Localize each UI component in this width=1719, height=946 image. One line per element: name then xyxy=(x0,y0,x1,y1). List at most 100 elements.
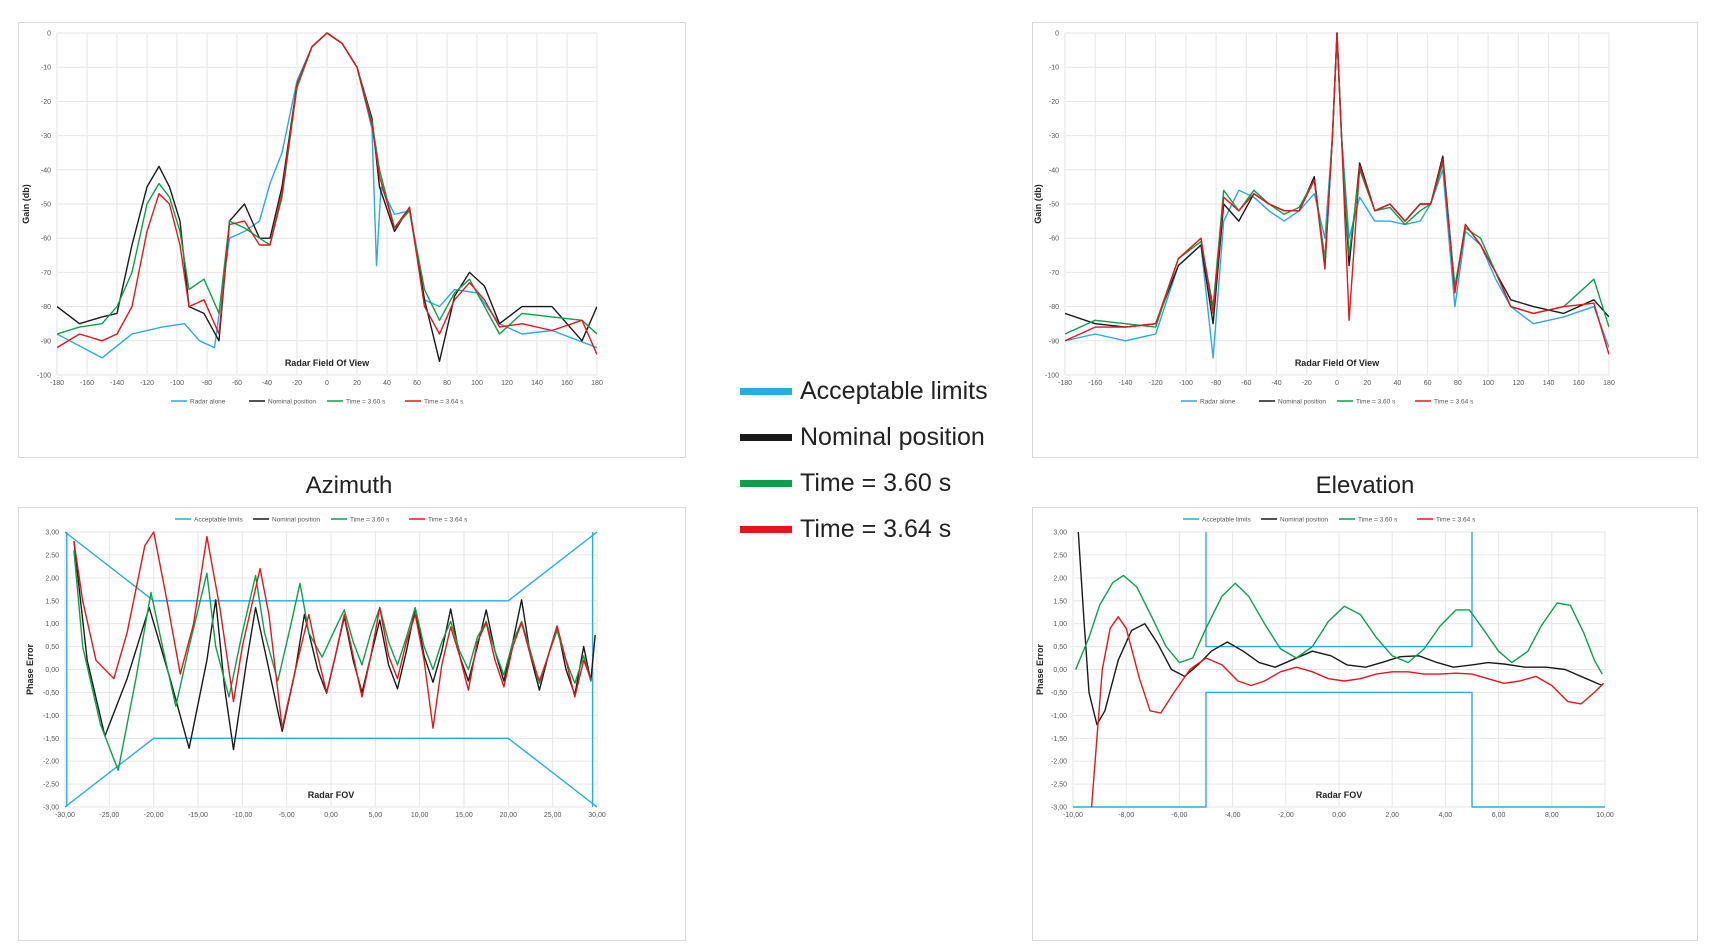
y-tick-label: 2,50 xyxy=(1053,552,1067,559)
elevation-gain-plot: -180 -160 -140 -120 -100 -80 -60 -40 -20 0 20 40 60 8… xyxy=(1033,31,1615,406)
y-tick-label: -3,00 xyxy=(1051,805,1067,812)
x-tick-label: 180 xyxy=(1603,380,1615,387)
x-tick-label: -120 xyxy=(140,380,154,387)
azimuth-gain-chart: -180 -160 -140 -120 -100 -80 -60 -40 -20 0 20 40 60 8… xyxy=(18,22,686,458)
elevation-phase-plot: -10,00 -8,00 -6,00 -4,00 -2,00 0,00 2,00 4,00 6,… xyxy=(1035,517,1614,820)
y-tick-label: -2,00 xyxy=(1051,759,1067,766)
legend-label: Time = 3.60 s xyxy=(800,468,952,497)
chart-legend-label: Time = 3.64 s xyxy=(428,517,468,524)
x-tick-label: -5,00 xyxy=(279,812,295,819)
x-tick-label: 60 xyxy=(413,380,421,387)
y-tick-label: 1,00 xyxy=(45,621,59,628)
y-tick-label: -40 xyxy=(41,167,51,174)
x-tick-label: 20 xyxy=(1363,380,1371,387)
chart-legend-label: Radar alone xyxy=(1200,399,1236,406)
y-tick-label: -1,50 xyxy=(43,736,59,743)
x-tick-label: -40 xyxy=(262,380,272,387)
x-tick-label: 60 xyxy=(1424,380,1432,387)
x-tick-label: -140 xyxy=(1118,380,1132,387)
y-tick-label: -10 xyxy=(41,65,51,72)
x-tick-label: -180 xyxy=(50,380,64,387)
chart-legend-label: Nominal position xyxy=(1278,399,1326,406)
x-tick-label: -2,00 xyxy=(1278,812,1294,819)
x-tick-label: -100 xyxy=(1179,380,1193,387)
x-axis-label: Radar FOV xyxy=(1316,790,1363,800)
series-time-3-64-s-line xyxy=(1090,616,1605,808)
x-tick-label: -25,00 xyxy=(99,812,119,819)
y-tick-label: 0,00 xyxy=(45,667,59,674)
x-tick-label: 80 xyxy=(1454,380,1462,387)
x-tick-label: 0,00 xyxy=(324,812,338,819)
x-tick-label: -10,00 xyxy=(232,812,252,819)
x-tick-label: -20 xyxy=(292,380,302,387)
x-tick-label: 25,00 xyxy=(544,812,562,819)
series-acceptable-limits-line xyxy=(65,737,597,808)
x-tick-label: 0,00 xyxy=(1332,812,1346,819)
series-nominal-position-line xyxy=(1077,531,1603,726)
x-tick-label: 20 xyxy=(353,380,361,387)
y-tick-label: -90 xyxy=(1049,338,1059,345)
y-axis-label: Gain (db) xyxy=(21,184,31,224)
x-tick-label: -100 xyxy=(170,380,184,387)
x-tick-label: -20,00 xyxy=(144,812,164,819)
series-nominal-position-line xyxy=(73,541,596,751)
chart-legend-label: Time = 3.64 s xyxy=(424,399,464,406)
y-axis-label: Phase Error xyxy=(25,643,35,695)
series-acceptable-limits-line xyxy=(65,531,597,602)
y-tick-label: -70 xyxy=(41,270,51,277)
x-axis-label: Radar FOV xyxy=(308,790,355,800)
y-tick-label: 3,00 xyxy=(1053,530,1067,537)
x-axis-label: Radar Field Of View xyxy=(1295,358,1380,368)
legend-swatch xyxy=(740,433,792,441)
x-tick-label: 40 xyxy=(383,380,391,387)
x-tick-label: -80 xyxy=(1211,380,1221,387)
shared-legend: Acceptable limits Nominal position Time … xyxy=(740,368,988,552)
y-tick-label: 3,00 xyxy=(45,530,59,537)
y-tick-label: 2,50 xyxy=(45,552,59,559)
y-tick-label: -1,50 xyxy=(1051,736,1067,743)
azimuth-phase-plot: -30,00 -25,00 -20,00 -15,00 -10,00 -5,00 0,00 5… xyxy=(25,517,606,820)
y-tick-label: -80 xyxy=(41,304,51,311)
y-tick-label: -60 xyxy=(1049,236,1059,243)
x-tick-label: 10,00 xyxy=(411,812,429,819)
legend-item-acceptable-limits: Acceptable limits xyxy=(740,368,988,414)
y-tick-label: -1,00 xyxy=(43,713,59,720)
y-tick-label: -50 xyxy=(41,202,51,209)
x-tick-label: -60 xyxy=(1241,380,1251,387)
x-tick-label: 6,00 xyxy=(1492,812,1506,819)
y-tick-label: -2,50 xyxy=(43,782,59,789)
x-tick-label: 0 xyxy=(325,380,329,387)
azimuth-caption: Azimuth xyxy=(305,472,393,499)
chart-legend-label: Time = 3.60 s xyxy=(350,517,390,524)
chart-legend-label: Radar alone xyxy=(190,399,226,406)
x-axis-label: Radar Field Of View xyxy=(285,358,370,368)
legend-label: Time = 3.64 s xyxy=(800,514,952,543)
x-tick-label: 140 xyxy=(1543,380,1555,387)
y-tick-label: -30 xyxy=(1049,133,1059,140)
x-tick-label: 10,00 xyxy=(1596,812,1614,819)
x-tick-label: 40 xyxy=(1394,380,1402,387)
y-axis-label: Gain (db) xyxy=(1033,184,1043,224)
y-tick-label: -3,00 xyxy=(43,805,59,812)
chart-legend-label: Time = 3.60 s xyxy=(1356,399,1396,406)
x-tick-label: -20 xyxy=(1302,380,1312,387)
y-tick-label: -100 xyxy=(1045,373,1059,380)
y-tick-label: 0,50 xyxy=(45,644,59,651)
y-tick-label: -30 xyxy=(41,133,51,140)
x-tick-label: -4,00 xyxy=(1225,812,1241,819)
x-tick-label: 140 xyxy=(531,380,543,387)
x-tick-label: 160 xyxy=(1573,380,1585,387)
chart-legend-label: Nominal position xyxy=(272,517,320,524)
elevation-phase-chart: -10,00 -8,00 -6,00 -4,00 -2,00 0,00 2,00 4,00 6,… xyxy=(1032,507,1698,941)
chart-legend-label: Time = 3.60 s xyxy=(346,399,386,406)
y-tick-label: -0,50 xyxy=(43,690,59,697)
azimuth-gain-plot: -180 -160 -140 -120 -100 -80 -60 -40 -20 0 20 40 60 8… xyxy=(21,31,603,406)
series-time-3-60-s-line xyxy=(1075,574,1603,675)
y-tick-label: 1,50 xyxy=(1053,598,1067,605)
x-tick-label: 100 xyxy=(1482,380,1494,387)
y-tick-label: -2,50 xyxy=(1051,782,1067,789)
x-tick-label: -60 xyxy=(232,380,242,387)
series-time-3-64-s-line xyxy=(1065,32,1609,355)
y-tick-label: -0,50 xyxy=(1051,690,1067,697)
x-tick-label: -6,00 xyxy=(1171,812,1187,819)
